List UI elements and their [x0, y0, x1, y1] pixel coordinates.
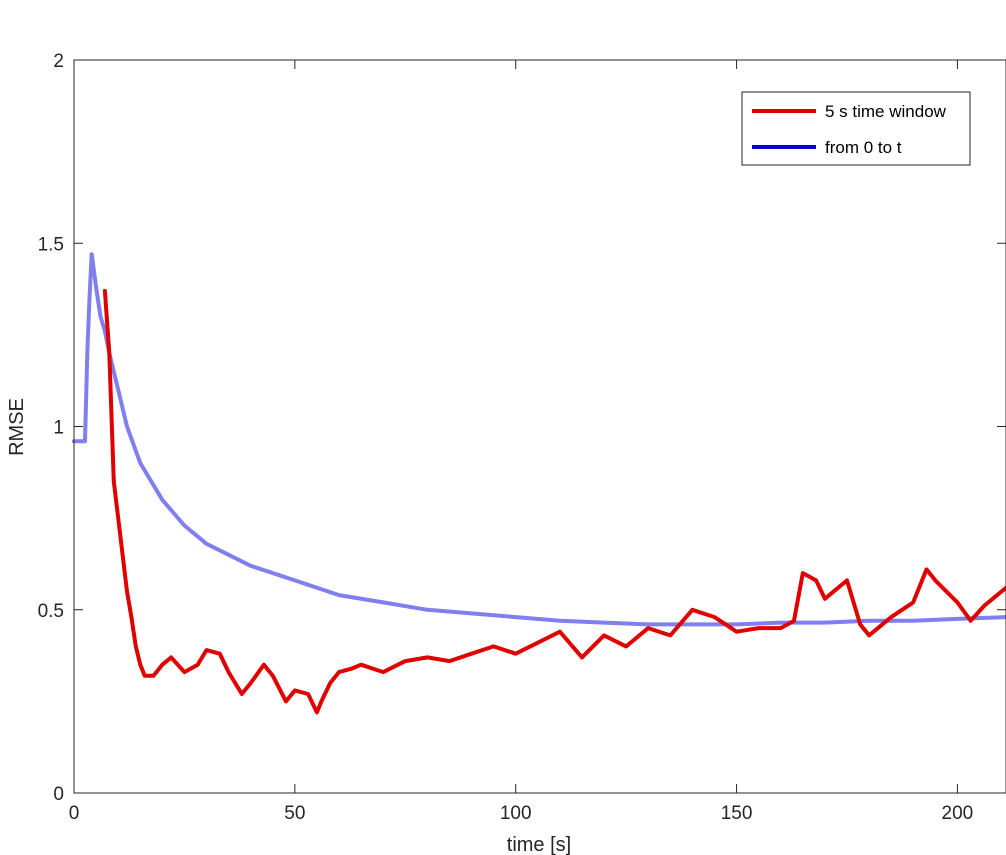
plot-area [74, 60, 1006, 793]
y-tick-label: 1 [53, 418, 64, 439]
legend-label-window: 5 s time window [825, 102, 947, 121]
series-line-cumulative [72, 252, 1006, 627]
x-tick-label: 50 [284, 803, 305, 824]
x-tick-label: 150 [721, 803, 753, 824]
x-tick-label: 200 [942, 803, 974, 824]
y-tick-label: 0 [53, 784, 64, 805]
legend-label-cumulative: from 0 to t [825, 138, 902, 157]
series-layer [72, 252, 1006, 715]
y-tick-label: 2 [53, 51, 64, 72]
y-axis-label: RMSE [6, 398, 28, 456]
y-tick-label: 1.5 [38, 234, 64, 255]
legend-box [741, 91, 971, 166]
series-line-window [102, 288, 1006, 715]
ticks-layer: 0 50 100 150 200 0 0.5 1 1.5 2 [38, 51, 1006, 824]
legend: 5 s time window from 0 to t [741, 91, 971, 166]
x-tick-label: 0 [69, 803, 80, 824]
y-tick-label: 0.5 [38, 601, 64, 622]
x-tick-label: 100 [500, 803, 532, 824]
x-axis-label: time [s] [507, 834, 571, 855]
